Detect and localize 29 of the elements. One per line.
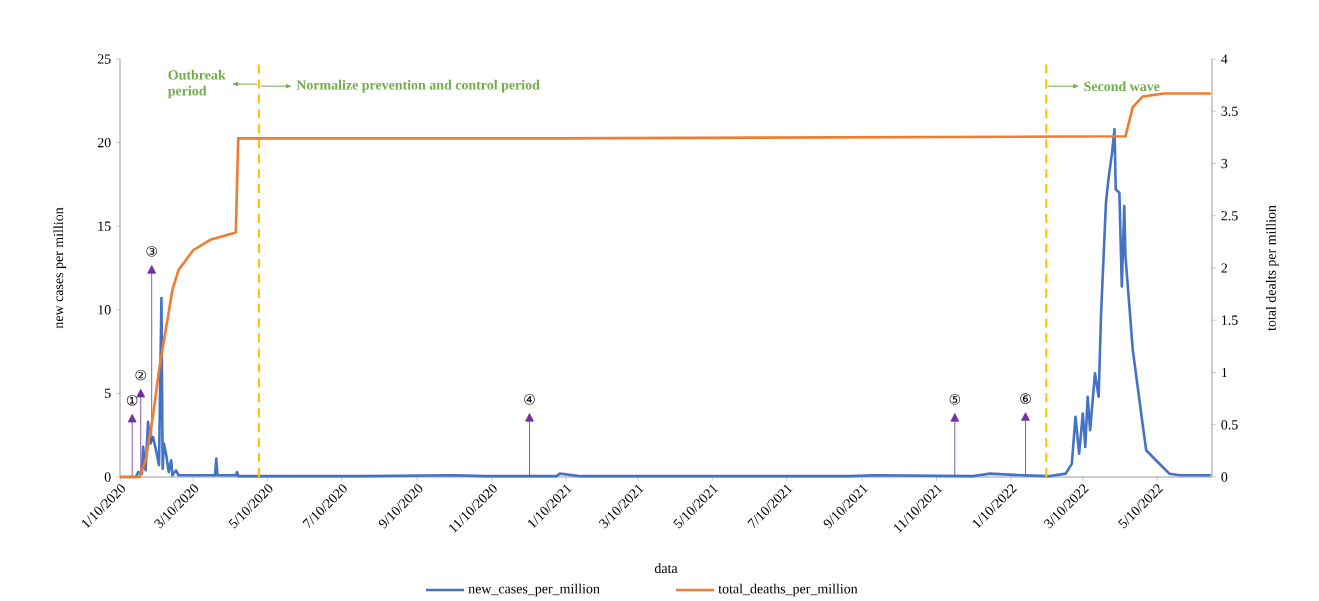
- annotation: ①: [126, 394, 138, 406]
- annotation: ⑤: [949, 394, 961, 405]
- ref-line-label: Second wave: [1084, 81, 1160, 92]
- annotation: ⑥: [1020, 393, 1031, 404]
- y2-tick-label: 3.5: [1221, 106, 1238, 116]
- annotation: ②: [135, 369, 146, 381]
- y2-tick-label: 2.5: [1221, 211, 1238, 221]
- x-axis-title: data: [654, 563, 678, 574]
- y2-tick-label: 2: [1221, 263, 1228, 273]
- y-tick-label: 25: [97, 54, 111, 64]
- y2-tick-label: 1.5: [1222, 315, 1238, 325]
- legend-label: new_cases_per_million: [468, 583, 600, 597]
- y-tick-label: 5: [105, 388, 111, 399]
- y-tick-label: 0: [104, 472, 111, 482]
- y2-tick-label: 0: [1221, 472, 1228, 482]
- y2-tick-label: 4: [1221, 54, 1228, 64]
- y-axis-title: new cases per million: [53, 207, 67, 329]
- annotation: Outbreak period: [167, 69, 226, 99]
- y2-axis-title: total dealts per million: [1265, 205, 1279, 331]
- y2-tick-label: 3: [1221, 158, 1228, 169]
- y-tick-label: 20: [97, 137, 111, 148]
- y-tick-label: 15: [98, 221, 111, 231]
- y2-tick-label: 1: [1222, 367, 1227, 378]
- legend-label: total_deaths_per_million: [718, 583, 858, 597]
- annotation: ③: [146, 246, 157, 257]
- ref-line-label: Normalize prevention and control period: [296, 79, 540, 93]
- annotation: ④: [524, 394, 535, 405]
- y-tick-label: 10: [98, 305, 111, 315]
- y2-tick-label: 0.5: [1221, 420, 1238, 430]
